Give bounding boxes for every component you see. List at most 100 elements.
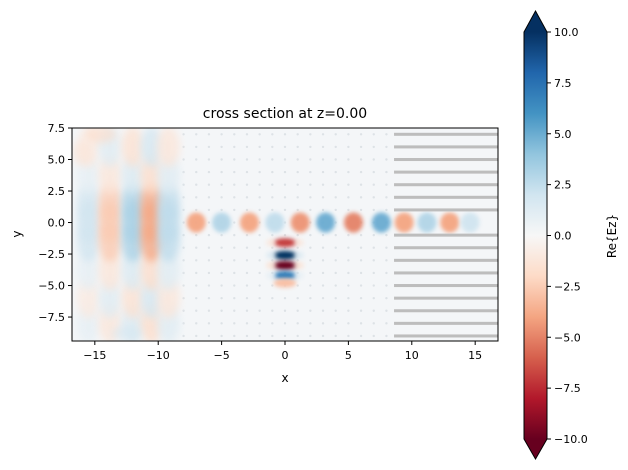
- lattice-hole: [296, 170, 299, 174]
- lattice-hole: [309, 145, 312, 149]
- lattice-hole: [233, 183, 236, 186]
- lattice-hole: [296, 296, 299, 300]
- lattice-hole: [245, 196, 249, 199]
- lattice-hole: [359, 259, 363, 262]
- lattice-hole: [195, 271, 198, 275]
- lattice-hole: [359, 196, 363, 199]
- lattice-hole: [245, 183, 249, 186]
- lattice-hole: [195, 259, 198, 262]
- field-lobe: [417, 212, 437, 233]
- colorbar-tick-label: −5.0: [554, 331, 581, 344]
- field-lobe: [156, 154, 180, 195]
- grating-bar: [394, 195, 498, 199]
- lattice-hole: [283, 309, 287, 312]
- lattice-hole: [321, 246, 325, 249]
- lattice-hole: [271, 322, 274, 325]
- lattice-hole: [321, 183, 325, 186]
- lattice-hole: [220, 322, 223, 325]
- lattice-hole: [258, 196, 261, 199]
- lattice-hole: [334, 309, 337, 312]
- lattice-hole: [245, 233, 249, 237]
- lattice-hole: [220, 309, 223, 312]
- lattice-hole: [372, 309, 375, 312]
- lattice-hole: [283, 221, 287, 224]
- lattice-hole: [283, 196, 287, 199]
- lattice-hole: [372, 208, 375, 212]
- colorbar-lower-extend: [524, 439, 547, 459]
- lattice-hole: [233, 271, 236, 275]
- x-axis-label: x: [281, 371, 288, 385]
- grating-bar: [394, 145, 498, 149]
- colorbar-label: Re{Ez}: [605, 214, 619, 258]
- lattice-hole: [182, 233, 185, 237]
- colorbar-tick-label: 2.5: [554, 179, 572, 192]
- lattice-hole: [207, 158, 211, 161]
- field-lobe: [156, 277, 180, 319]
- lattice-hole: [334, 296, 337, 300]
- lattice-hole: [258, 133, 261, 136]
- lattice-hole: [283, 334, 287, 338]
- lattice-hole: [182, 158, 185, 161]
- grating-bar: [394, 258, 498, 262]
- colorbar-tick-label: 10.0: [554, 26, 579, 39]
- lattice-hole: [359, 334, 363, 338]
- lattice-hole: [195, 208, 198, 212]
- lattice-hole: [309, 170, 312, 174]
- lattice-hole: [296, 133, 299, 136]
- lattice-hole: [271, 196, 274, 199]
- grating-bar: [394, 296, 498, 300]
- lattice-hole: [182, 284, 185, 287]
- grating-bar: [394, 334, 498, 338]
- x-tick-label: 15: [468, 349, 482, 362]
- lattice-hole: [359, 170, 363, 174]
- lattice-hole: [334, 208, 337, 212]
- field-lobe: [212, 212, 232, 233]
- lattice-hole: [309, 133, 312, 136]
- lattice-hole: [385, 196, 388, 199]
- lattice-hole: [233, 284, 236, 287]
- lattice-hole: [258, 246, 261, 249]
- lattice-hole: [271, 170, 274, 174]
- lattice-hole: [233, 158, 236, 161]
- lattice-hole: [182, 296, 185, 300]
- field-lobe: [394, 212, 414, 233]
- lattice-hole: [347, 309, 350, 312]
- lattice-hole: [207, 284, 211, 287]
- lattice-hole: [321, 322, 325, 325]
- lattice-hole: [258, 259, 261, 262]
- x-tick-label: −10: [147, 349, 170, 362]
- lattice-hole: [347, 322, 350, 325]
- lattice-hole: [385, 208, 388, 212]
- lattice-hole: [258, 145, 261, 149]
- lattice-hole: [233, 322, 236, 325]
- lattice-hole: [271, 334, 274, 338]
- lattice-hole: [207, 133, 211, 136]
- field-lobe: [265, 251, 277, 260]
- x-tick-label: 5: [345, 349, 352, 362]
- lattice-hole: [245, 322, 249, 325]
- lattice-hole: [372, 246, 375, 249]
- lattice-hole: [347, 196, 350, 199]
- field-lobe: [293, 271, 305, 280]
- lattice-hole: [321, 158, 325, 161]
- lattice-hole: [385, 296, 388, 300]
- lattice-hole: [385, 233, 388, 237]
- y-tick-label: 0.0: [48, 217, 66, 230]
- hole-lattice: [182, 133, 388, 338]
- y-tick-label: 7.5: [48, 122, 66, 135]
- lattice-hole: [258, 158, 261, 161]
- lattice-hole: [385, 170, 388, 174]
- y-tick-label: −7.5: [38, 311, 65, 324]
- x-axis: −15 −10 −5 0 5 10 15: [83, 341, 482, 362]
- lattice-hole: [309, 259, 312, 262]
- lattice-hole: [220, 259, 223, 262]
- lattice-hole: [321, 296, 325, 300]
- lattice-hole: [182, 133, 185, 136]
- lattice-hole: [182, 221, 185, 224]
- field-lobe: [343, 212, 363, 233]
- lattice-hole: [195, 284, 198, 287]
- lattice-hole: [195, 334, 198, 338]
- lattice-hole: [207, 221, 211, 224]
- lattice-hole: [195, 196, 198, 199]
- field-lobe: [140, 250, 164, 291]
